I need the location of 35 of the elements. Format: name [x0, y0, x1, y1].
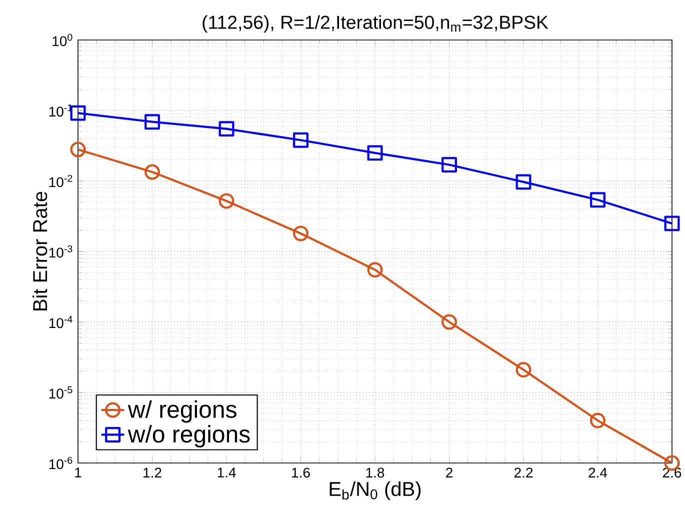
x-tick-label: 2 [446, 468, 452, 478]
point [590, 412, 606, 428]
y-tick-label: 10$^{-4}$ [49, 316, 72, 328]
y-tick-label: 10$^{-5}$ [49, 386, 72, 399]
point [367, 262, 383, 278]
legend-label: w/o regions [128, 425, 250, 448]
y-tick-label: 10$^{0}$ [52, 34, 72, 46]
point [516, 362, 532, 378]
point [70, 142, 86, 158]
point [516, 174, 532, 190]
point [144, 114, 160, 130]
x-tick-label: 2.4 [588, 468, 608, 478]
y-axis-title: Bit Error Rate [32, 192, 48, 310]
point [442, 157, 457, 172]
x-axis-title: E$_{b}$/N$_{0}$ (dB) [330, 481, 421, 500]
point [367, 145, 383, 161]
legend-label: w/ regions [128, 400, 236, 423]
y-tick-label: 10$^{-2}$ [49, 174, 72, 188]
point [664, 216, 680, 232]
x-tick-label: 1.8 [366, 468, 384, 478]
point [218, 121, 234, 137]
x-tick-label: 2.2 [514, 468, 533, 478]
point [218, 193, 234, 209]
point [144, 164, 160, 180]
x-tick-label: 1 [75, 468, 82, 478]
x-tick-label: 1.4 [218, 468, 236, 478]
chart-title: (112,56), R=1/2,Iteration=50,n$_{m}$=32,BPSK [202, 15, 548, 33]
x-tick-label: 1.6 [292, 468, 310, 478]
point [293, 132, 308, 148]
y-tick-label: 10$^{-6}$ [49, 456, 72, 470]
point [293, 226, 308, 242]
y-tick-label: 10$^{-3}$ [49, 245, 72, 258]
x-tick-label: 1.2 [144, 468, 162, 478]
point [590, 192, 606, 208]
point [442, 314, 457, 330]
